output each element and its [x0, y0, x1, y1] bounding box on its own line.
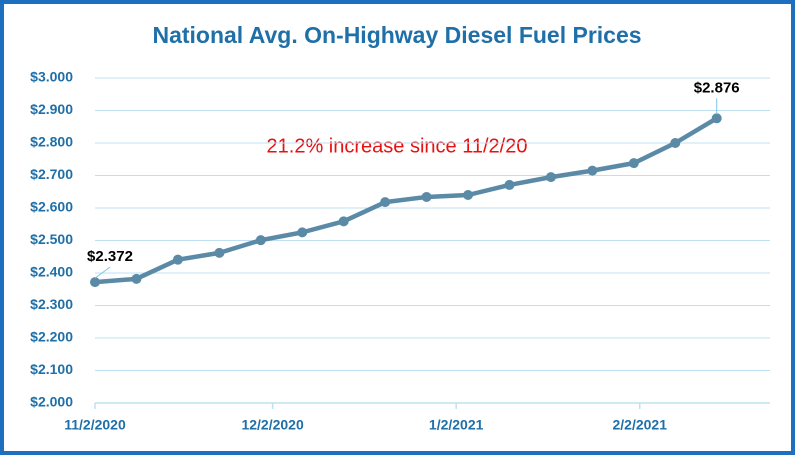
data-point — [338, 216, 349, 227]
data-point — [628, 158, 639, 169]
data-point — [172, 254, 183, 265]
data-point — [297, 227, 308, 238]
annotation: 21.2% increase since 11/2/20 — [267, 135, 528, 157]
y-tick-label: $2.900 — [30, 101, 73, 117]
y-tick-label: $2.800 — [30, 134, 73, 150]
y-tick-label: $2.200 — [30, 329, 73, 345]
series-line — [94, 116, 718, 285]
data-point — [670, 138, 681, 148]
y-tick-label: $2.600 — [30, 199, 73, 215]
data-point — [711, 113, 722, 124]
data-point — [545, 172, 556, 183]
x-tick-label: 11/2/2020 — [64, 417, 126, 433]
data-point — [587, 165, 598, 176]
x-tick-label: 1/2/2021 — [429, 417, 484, 433]
data-point — [380, 197, 391, 208]
y-tick-label: $2.300 — [30, 296, 73, 312]
y-tick-label: $2.100 — [30, 361, 73, 377]
data-label: $2.876 — [694, 79, 740, 96]
y-tick-label: $3.000 — [30, 69, 73, 85]
data-point — [90, 277, 100, 288]
data-label: $2.372 — [87, 248, 133, 265]
data-point — [504, 179, 515, 190]
data-point — [214, 247, 225, 258]
data-point — [421, 191, 432, 202]
y-tick-label: $2.000 — [30, 394, 73, 410]
y-tick-label: $2.700 — [30, 166, 73, 182]
data-point — [131, 273, 142, 284]
y-tick-label: $2.400 — [30, 264, 73, 280]
label-leader — [94, 266, 111, 279]
y-tick-label: $2.500 — [30, 231, 73, 247]
x-tick-label: 2/2/2021 — [612, 417, 667, 433]
x-tick-label: 12/2/2020 — [241, 417, 303, 433]
data-point — [255, 235, 266, 246]
data-point — [463, 190, 474, 200]
chart-title: National Avg. On-Highway Diesel Fuel Pri… — [152, 22, 641, 48]
